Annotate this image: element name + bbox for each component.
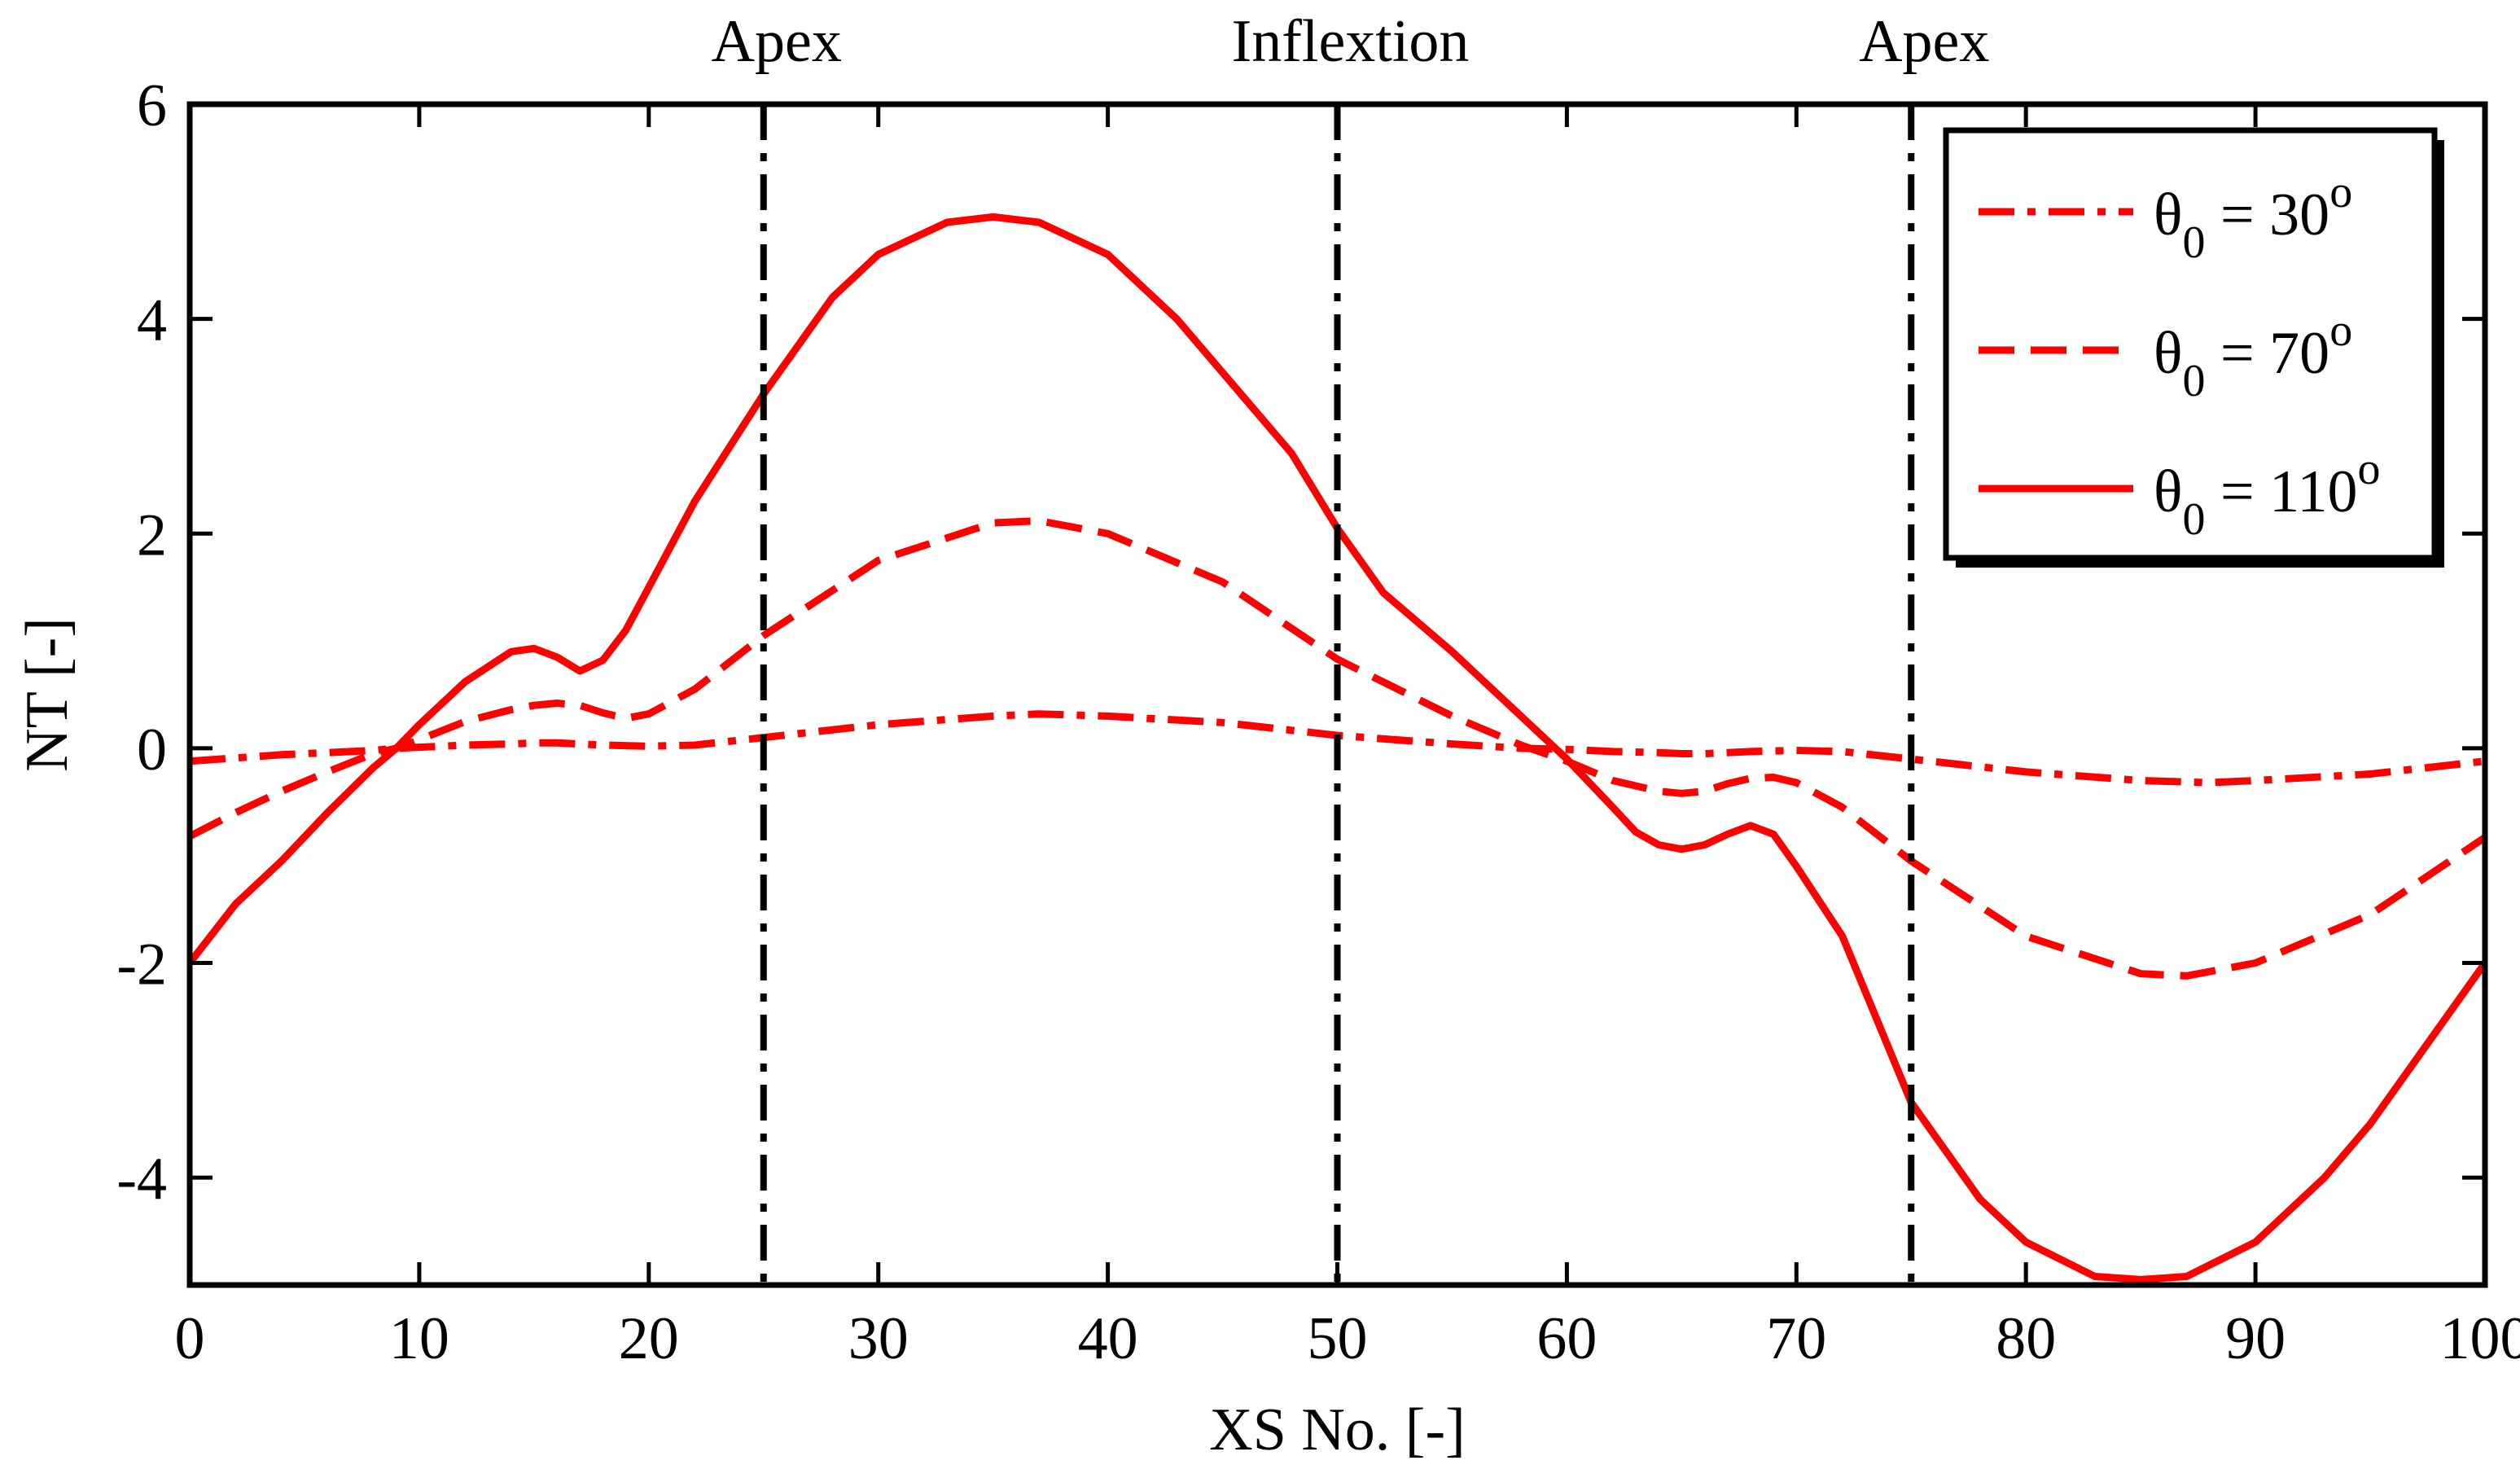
y-tick-label--4: -4	[116, 1146, 167, 1213]
legend-label-2: θ0 = 70o	[2154, 305, 2352, 406]
series-line-3	[186, 213, 2488, 1283]
legend-subscript: 0	[2182, 356, 2205, 406]
x-tick-label-100: 100	[2440, 1305, 2520, 1372]
legend-superscript: o	[2357, 444, 2380, 494]
legend-value: = 110	[2205, 458, 2357, 525]
reference-label-3: Apex	[1859, 8, 1989, 75]
legend-superscript: o	[2329, 167, 2352, 217]
legend-theta: θ	[2154, 458, 2182, 525]
x-tick-label-20: 20	[619, 1305, 679, 1372]
legend-superscript: o	[2329, 305, 2352, 356]
reference-label-1: Apex	[712, 8, 842, 75]
y-tick-label-6: 6	[137, 72, 167, 139]
x-tick-label-0: 0	[175, 1305, 205, 1372]
series-line-1	[189, 710, 2486, 787]
legend-subscript: 0	[2182, 494, 2205, 545]
y-axis-label: NT [-]	[14, 617, 81, 772]
y-tick-label-4: 4	[137, 287, 167, 354]
reference-label-2: Inflextion	[1232, 8, 1470, 75]
legend-subscript: 0	[2182, 217, 2205, 268]
x-tick-label-30: 30	[848, 1305, 909, 1372]
legend-value: = 70	[2205, 320, 2329, 387]
reference-lines	[760, 104, 1915, 1285]
legend-theta: θ	[2154, 182, 2182, 248]
y-tick-label-0: 0	[137, 717, 167, 783]
x-tick-label-90: 90	[2225, 1305, 2286, 1372]
x-tick-label-80: 80	[1996, 1305, 2056, 1372]
reference-labels: Apex Inflextion Apex	[712, 8, 1990, 75]
legend-theta: θ	[2154, 320, 2182, 387]
x-tick-label-40: 40	[1078, 1305, 1138, 1372]
x-tick-label-10: 10	[389, 1305, 449, 1372]
x-tick-label-60: 60	[1536, 1305, 1597, 1372]
series-line-2	[187, 517, 2487, 980]
y-tick-label-2: 2	[137, 502, 167, 568]
legend-label-3: θ0 = 110o	[2154, 444, 2380, 545]
y-tick-label--2: -2	[116, 932, 167, 998]
legend-label-1: θ0 = 30o	[2154, 167, 2352, 268]
axis-ticks	[187, 102, 2487, 1285]
tick-labels: 0 10 20 30 40 50 60 70 80 90 100 -4 -2 0 2 4 6	[116, 72, 2520, 1372]
plot-lines	[186, 213, 2488, 1283]
legend-value: = 30	[2205, 182, 2329, 248]
x-tick-label-50: 50	[1308, 1305, 1368, 1372]
x-axis-label: XS No. [-]	[1209, 1397, 1465, 1463]
x-tick-label-70: 70	[1766, 1305, 1826, 1372]
